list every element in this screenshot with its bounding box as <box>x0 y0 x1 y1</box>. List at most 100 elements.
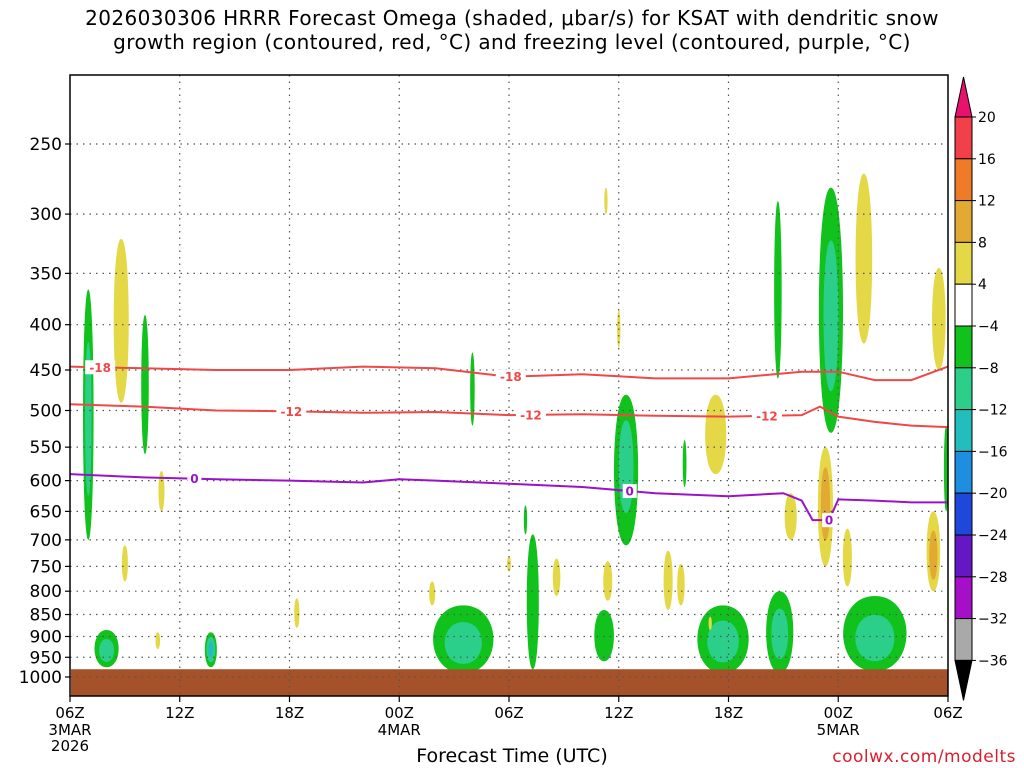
colorbar-label-3: 8 <box>978 235 987 251</box>
omega-region-downward-19-level-0 <box>603 561 613 601</box>
colorbar-label-8: −16 <box>978 444 1008 460</box>
x-tick-label-6: 18Z <box>714 704 743 722</box>
colorbar-segment-4 <box>954 283 973 327</box>
contour-line-0 <box>69 365 949 382</box>
chart-title: 2026030306 HRRR Forecast Omega (shaded, … <box>0 6 1024 54</box>
omega-region-upward-10-level-1 <box>444 622 482 664</box>
colorbar-label-0: 20 <box>978 110 996 126</box>
y-tick-label-650: 650 <box>30 502 62 522</box>
y-tick-label-450: 450 <box>30 361 62 381</box>
colorbar-label-4: 4 <box>978 277 987 293</box>
colorbar-label-1: 16 <box>978 152 996 168</box>
colorbar-top-triangle <box>954 76 973 118</box>
chart-title-line-1: 2026030306 HRRR Forecast Omega (shaded, … <box>85 6 939 30</box>
x-tick-sublabel-7-0: 5MAR <box>817 721 860 739</box>
x-tick-label-0: 06Z <box>55 704 84 722</box>
contour-label-2-0: 0 <box>190 472 198 486</box>
omega-region-downward-5-level-0 <box>155 632 161 650</box>
colorbar-segment-12 <box>954 618 973 661</box>
omega-region-upward-9-level-2 <box>208 641 214 658</box>
contour-label-bg-0-1 <box>495 369 526 384</box>
omega-region-upward-16-level-0 <box>682 440 687 487</box>
x-tick-label-3: 00Z <box>385 704 414 722</box>
omega-region-downward-20-level-0 <box>677 563 685 606</box>
omega-region-upward-23-level-0 <box>774 201 782 379</box>
omega-region-upward-22-level-1 <box>771 608 789 660</box>
omega-region-downward-32-level-0 <box>552 558 561 596</box>
contour-line-2 <box>69 473 948 522</box>
colorbar-bottom-triangle <box>954 659 973 701</box>
contour-label-0-1: -18 <box>500 370 522 384</box>
contour-label-bg-1-0 <box>276 404 307 419</box>
omega-region-downward-27-level-0 <box>855 173 873 344</box>
credit-link[interactable]: coolwx.com/modelts <box>832 747 1016 767</box>
colorbar-segment-2 <box>954 200 973 243</box>
colorbar-segment-9 <box>954 492 973 536</box>
colorbar-segment-3 <box>954 241 973 285</box>
contour-layer: -18 -18 -12 -12 -12 0 0 0 <box>69 360 949 528</box>
y-tick-label-1000: 1000 <box>19 668 62 688</box>
x-tick-label-5: 12Z <box>604 704 633 722</box>
colorbar-label-5: −4 <box>978 319 999 335</box>
omega-region-downward-28-level-0 <box>842 528 852 587</box>
contour-label-1-2: -12 <box>756 409 778 423</box>
omega-region-downward-21-level-0 <box>784 493 797 540</box>
omega-region-downward-18-level-0 <box>705 394 727 475</box>
y-tick-label-950: 950 <box>30 648 62 668</box>
contour-label-2-2: 0 <box>825 514 833 528</box>
colorbar-label-6: −8 <box>978 361 999 377</box>
colorbar-segment-0 <box>954 116 973 160</box>
x-tick-sublabel-3-0: 4MAR <box>378 721 421 739</box>
omega-region-downward-29-level-0 <box>932 267 946 370</box>
contour-label-2-1: 0 <box>626 485 634 499</box>
y-tick-label-500: 500 <box>30 402 62 422</box>
colorbar-segment-1 <box>954 158 973 202</box>
x-tick-label-7: 00Z <box>824 704 853 722</box>
contour-label-bg-1-1 <box>515 407 546 422</box>
omega-region-upward-12-level-0 <box>470 352 475 426</box>
omega-region-upward-0-level-1 <box>85 341 92 496</box>
y-tick-label-250: 250 <box>30 135 62 155</box>
colorbar-label-11: −28 <box>978 570 1008 586</box>
omega-region-upward-11-level-0 <box>526 534 539 670</box>
y-tick-label-900: 900 <box>30 627 62 647</box>
contour-label-bg-2-0 <box>187 471 202 486</box>
colorbar-label-12: −32 <box>978 612 1008 628</box>
colorbar-label-13: −36 <box>978 653 1008 669</box>
colorbar: 20 16 12 8 4 −4 −8 −12 −16 −20 −24 −28 −32 −36 <box>954 76 1008 701</box>
y-tick-label-550: 550 <box>30 438 62 458</box>
omega-region-downward-7-level-0 <box>429 581 436 606</box>
omega-region-upward-34-level-0 <box>523 505 528 535</box>
y-tick-label-800: 800 <box>30 582 62 602</box>
omega-region-downward-6-level-0 <box>294 598 300 628</box>
colorbar-segment-5 <box>954 325 973 369</box>
x-tick-label-1: 12Z <box>165 704 194 722</box>
grid-layer <box>70 75 948 696</box>
colorbar-segment-7 <box>954 409 973 452</box>
contour-label-bg-2-1 <box>622 484 637 499</box>
x-tick-label-2: 18Z <box>275 704 304 722</box>
x-tick-label-8: 06Z <box>933 704 962 722</box>
omega-region-downward-3-level-0 <box>158 470 165 512</box>
omega-region-upward-13-level-0 <box>594 609 614 662</box>
y-tick-label-350: 350 <box>30 264 62 284</box>
omega-region-upward-26-level-1 <box>855 614 895 662</box>
x-axis-title: Forecast Time (UTC) <box>416 745 608 767</box>
contour-label-bg-2-2 <box>822 513 837 528</box>
colorbar-label-2: 12 <box>978 194 996 210</box>
omega-region-upward-17-level-1 <box>707 620 739 663</box>
y-tick-label-750: 750 <box>30 557 62 577</box>
contour-line-1 <box>69 403 949 429</box>
omega-region-upward-1-level-0 <box>141 314 149 455</box>
x-tick-sublabel-0-0: 3MAR <box>48 721 91 739</box>
x-tick-label-4: 06Z <box>494 704 523 722</box>
omega-region-downward-30-level-1 <box>929 530 938 580</box>
contour-label-bg-0-0 <box>85 360 116 375</box>
omega-region-downward-36-level-0 <box>604 187 608 215</box>
omega-shading-layer <box>83 173 949 674</box>
colorbar-label-9: −20 <box>978 486 1008 502</box>
contour-label-1-1: -12 <box>520 408 542 422</box>
contour-label-1-0: -12 <box>280 405 302 419</box>
colorbar-label-10: −24 <box>978 528 1008 544</box>
